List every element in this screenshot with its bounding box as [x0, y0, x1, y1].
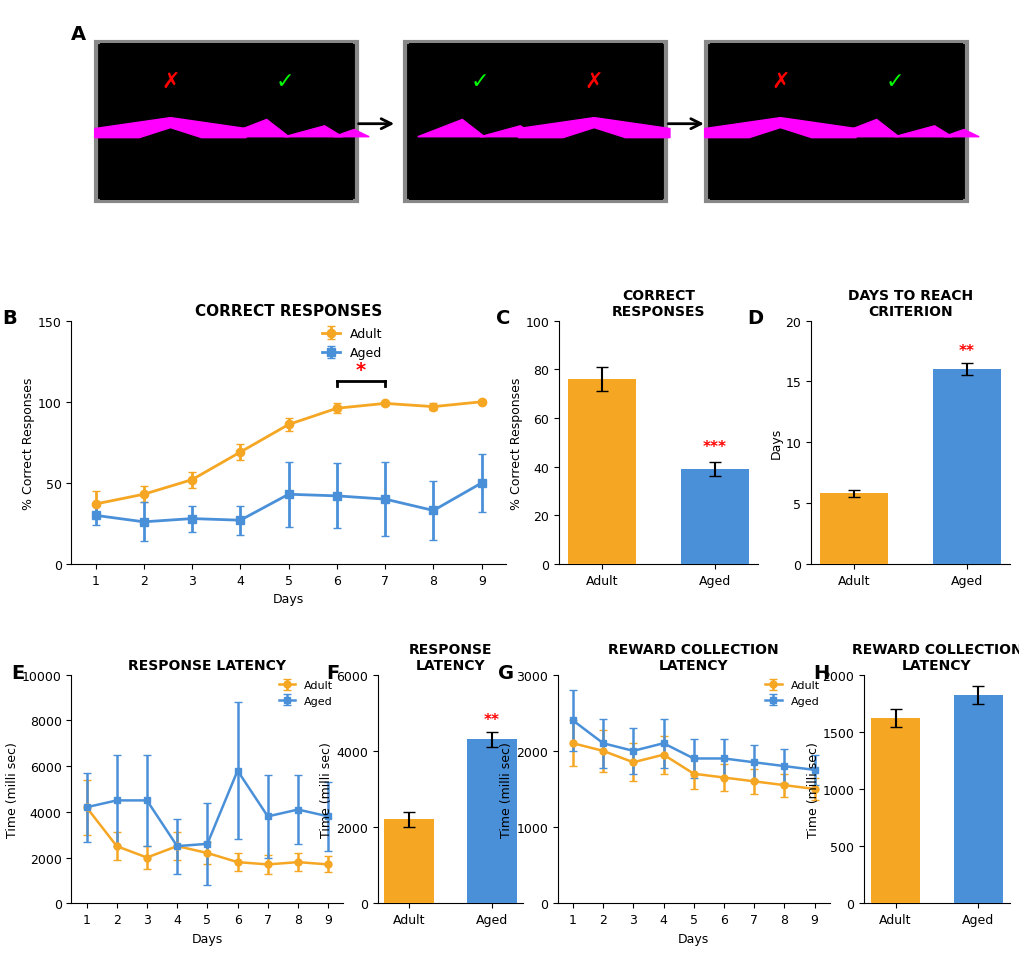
Y-axis label: Time (milli sec): Time (milli sec): [500, 741, 513, 837]
Bar: [467, 740, 517, 903]
FancyBboxPatch shape: [701, 42, 969, 203]
Text: ***: ***: [702, 440, 727, 455]
Title: CORRECT
RESPONSES: CORRECT RESPONSES: [611, 288, 704, 319]
Polygon shape: [529, 131, 565, 137]
Text: A: A: [71, 25, 87, 44]
Text: ✗: ✗: [161, 72, 179, 91]
Text: ✓: ✓: [471, 72, 489, 91]
X-axis label: Days: Days: [678, 931, 708, 945]
Text: ✗: ✗: [770, 72, 789, 91]
Text: ✓: ✓: [275, 72, 293, 91]
Bar: [819, 494, 888, 564]
Text: F: F: [326, 663, 339, 682]
Legend: Adult, Aged: Adult, Aged: [316, 323, 387, 365]
FancyBboxPatch shape: [92, 42, 360, 203]
Bar: [568, 380, 635, 564]
Bar: [953, 696, 1003, 903]
Bar: [384, 820, 433, 903]
Y-axis label: Time (milli sec): Time (milli sec): [320, 741, 333, 837]
FancyBboxPatch shape: [96, 43, 357, 202]
Y-axis label: % Correct Responses: % Correct Responses: [510, 377, 523, 509]
Text: ✓: ✓: [884, 72, 903, 91]
Legend: Adult, Aged: Adult, Aged: [760, 676, 823, 710]
FancyBboxPatch shape: [709, 44, 962, 201]
Polygon shape: [480, 127, 538, 137]
FancyBboxPatch shape: [409, 44, 662, 201]
Polygon shape: [943, 131, 978, 137]
Legend: Adult, Aged: Adult, Aged: [274, 676, 337, 710]
Title: REWARD COLLECTION
LATENCY: REWARD COLLECTION LATENCY: [851, 642, 1019, 673]
FancyBboxPatch shape: [100, 44, 353, 201]
Y-axis label: Time (milli sec): Time (milli sec): [806, 741, 819, 837]
Title: CORRECT RESPONSES: CORRECT RESPONSES: [195, 304, 382, 319]
Title: REWARD COLLECTION
LATENCY: REWARD COLLECTION LATENCY: [608, 642, 779, 673]
Text: E: E: [11, 663, 24, 682]
Text: H: H: [812, 663, 828, 682]
Polygon shape: [832, 120, 898, 137]
X-axis label: Days: Days: [273, 593, 304, 605]
Text: D: D: [747, 309, 763, 328]
FancyBboxPatch shape: [705, 43, 966, 202]
Text: *: *: [356, 360, 366, 380]
Polygon shape: [518, 118, 669, 138]
Polygon shape: [704, 118, 855, 138]
Text: **: **: [483, 712, 499, 727]
Y-axis label: Days: Days: [769, 428, 782, 458]
Polygon shape: [284, 127, 342, 137]
FancyBboxPatch shape: [406, 43, 665, 202]
Polygon shape: [333, 131, 369, 137]
Text: B: B: [2, 309, 16, 328]
Polygon shape: [894, 127, 952, 137]
Polygon shape: [95, 118, 246, 138]
FancyBboxPatch shape: [401, 42, 669, 203]
Title: RESPONSE
LATENCY: RESPONSE LATENCY: [409, 642, 492, 673]
Bar: [681, 470, 748, 564]
Text: **: **: [958, 344, 974, 359]
Text: C: C: [495, 309, 510, 328]
Y-axis label: % Correct Responses: % Correct Responses: [22, 377, 35, 509]
Y-axis label: Time (milli sec): Time (milli sec): [6, 741, 19, 837]
X-axis label: Days: Days: [192, 931, 223, 945]
Bar: [932, 370, 1000, 564]
Polygon shape: [418, 120, 484, 137]
Title: RESPONSE LATENCY: RESPONSE LATENCY: [128, 658, 286, 673]
Text: ✗: ✗: [584, 72, 603, 91]
Text: G: G: [497, 663, 514, 682]
Polygon shape: [222, 120, 288, 137]
Bar: [870, 718, 919, 903]
Title: DAYS TO REACH
CRITERION: DAYS TO REACH CRITERION: [847, 288, 972, 319]
